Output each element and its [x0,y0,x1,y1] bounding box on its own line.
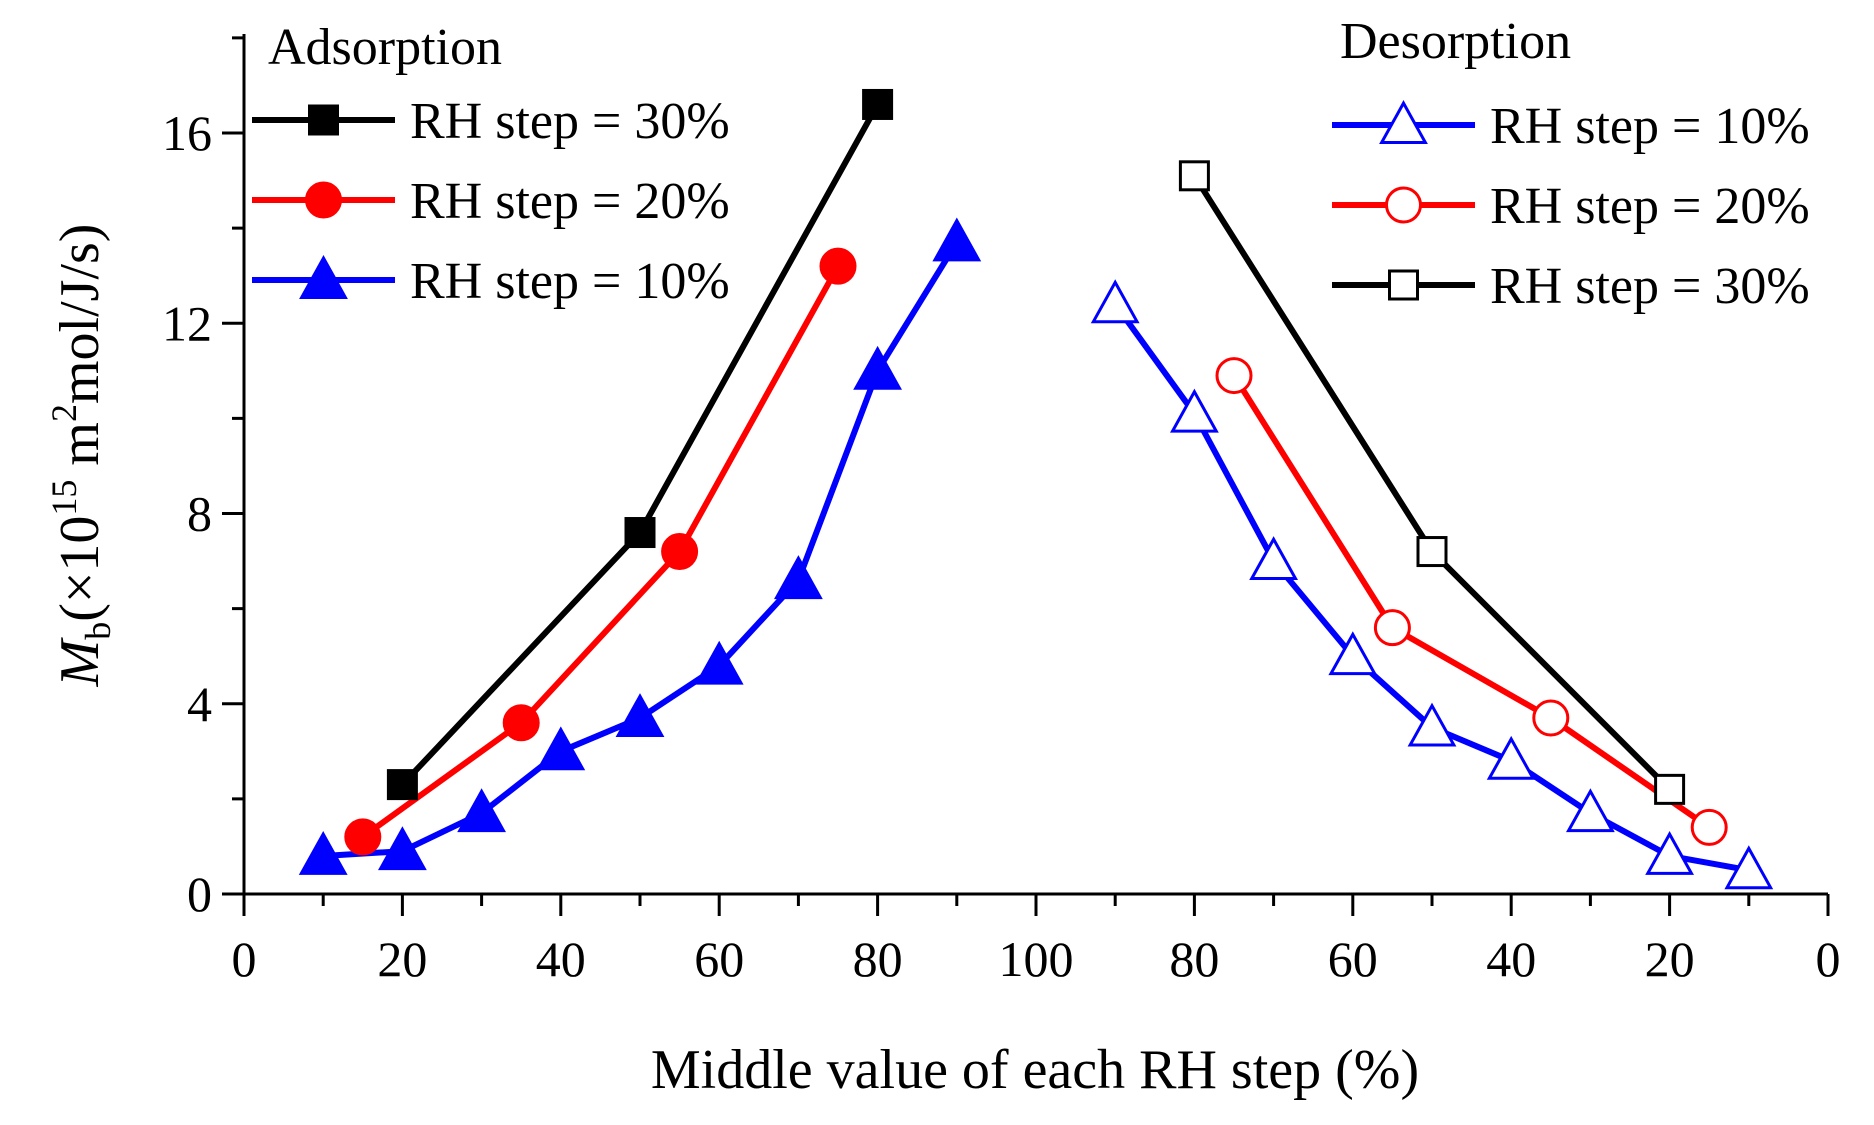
series-line-desorption-4 [1231,373,1711,830]
x-axis-label: Middle value of each RH step (%) [651,1039,1419,1101]
y-tick-label: 8 [187,486,212,542]
legend-adsorption-swatch-marker [305,181,342,219]
legend-desorption-swatch-marker [1385,186,1422,224]
y-label-sub: b [78,622,118,640]
legend-desorption-swatch-marker [1379,100,1428,144]
data-point-adsorption-1 [502,704,540,742]
legend-desorption-label: RH step = 10% [1490,98,1810,155]
data-point-desorption-3 [1566,788,1615,833]
data-point-adsorption-0 [694,640,744,685]
y-tick-label: 12 [162,295,212,351]
data-point-adsorption-1 [819,247,857,285]
data-point-desorption-3 [1407,702,1457,747]
data-point-desorption-3 [1090,279,1140,324]
legend-adsorption-label: RH step = 10% [410,253,730,310]
x-tick-label: 20 [377,931,427,987]
y-label-unit-b: m [49,422,111,480]
data-point-desorption-5 [1654,773,1686,805]
y-tick-label: 16 [162,105,212,161]
x-tick-label: 0 [1816,931,1841,987]
data-point-adsorption-0 [774,555,823,600]
data-point-desorption-3 [1486,735,1536,780]
data-point-desorption-3 [1328,631,1378,676]
legend-adsorption-swatch-marker [308,104,339,136]
data-point-adsorption-1 [661,533,699,571]
data-point-desorption-3 [1724,845,1774,890]
x-tick-label: 80 [853,931,903,987]
data-point-adsorption-0 [378,826,427,871]
x-tick-label: 100 [999,931,1074,987]
y-label-exp: 15 [44,480,84,516]
data-point-desorption-4 [1690,808,1728,846]
x-tick-label: 80 [1169,931,1219,987]
y-label-unit-a: (×10 [49,516,111,622]
data-point-adsorption-0 [457,788,506,833]
data-point-desorption-5 [1416,536,1448,568]
legend-desorption-title: Desorption [1340,13,1571,70]
data-point-adsorption-2 [386,769,418,801]
series-line-adsorption-1 [361,264,841,840]
legend-adsorption-title: Adsorption [268,19,502,76]
data-point-desorption-3 [1170,388,1219,433]
data-point-adsorption-2 [624,517,656,549]
x-tick-label: 60 [1328,931,1378,987]
legend-adsorption-label: RH step = 20% [410,173,730,230]
y-label-unit-c: mol/J/s) [49,224,111,404]
data-point-adsorption-1 [344,818,382,856]
legend-desorption-label: RH step = 30% [1490,258,1810,315]
data-point-adsorption-0 [536,726,586,771]
data-point-adsorption-0 [615,693,665,737]
data-point-adsorption-0 [932,217,982,262]
data-point-adsorption-2 [862,88,894,120]
data-point-desorption-3 [1249,536,1298,581]
data-point-desorption-4 [1373,609,1411,647]
legends: Adsorption RH step = 30% RH step = 20% RH s… [252,13,1810,315]
y-label-exp2: 2 [44,404,84,422]
series-markers [298,88,1774,890]
x-tick-label: 60 [694,931,744,987]
data-point-desorption-5 [1178,160,1210,192]
data-point-desorption-3 [1645,831,1694,875]
y-tick-label: 0 [187,866,212,922]
legend-desorption-swatch-marker [1388,269,1419,301]
x-tick-label: 20 [1645,931,1695,987]
svg-text:Mb(×1015 m2mol/J/s): Mb(×1015 m2mol/J/s) [44,224,118,688]
x-tick-label: 40 [1486,931,1536,987]
y-tick-label: 4 [187,676,212,732]
series-line-desorption-3 [1112,302,1750,874]
data-point-adsorption-0 [853,345,902,390]
data-point-desorption-4 [1532,699,1570,737]
y-axis-label: Mb(×1015 m2mol/J/s) [44,224,118,688]
data-point-desorption-4 [1215,357,1253,395]
x-tick-label: 0 [232,931,257,987]
y-label-main: M [49,636,111,687]
legend-adsorption-label: RH step = 30% [410,93,730,150]
data-point-adsorption-0 [298,831,348,875]
x-tick-label: 40 [536,931,586,987]
legend-desorption-label: RH step = 20% [1490,178,1810,235]
legend-adsorption-swatch-marker [299,255,348,299]
